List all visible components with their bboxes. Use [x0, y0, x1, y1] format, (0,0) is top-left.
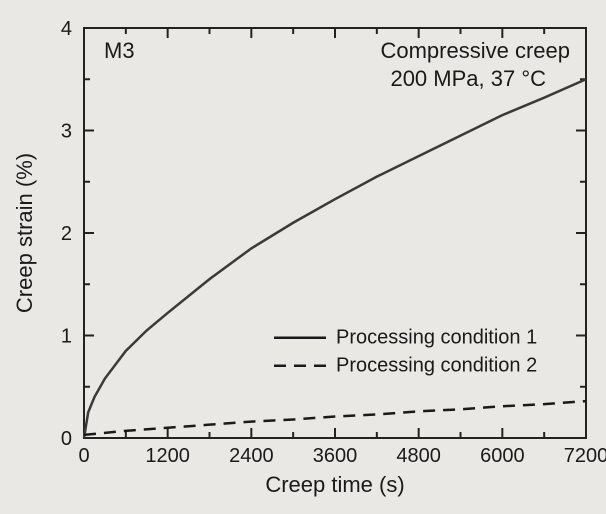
- legend-label: Processing condition 1: [336, 327, 537, 349]
- x-axis-title: Creep time (s): [265, 472, 404, 497]
- y-tick-label: 1: [61, 326, 72, 348]
- series-1: [84, 79, 586, 438]
- x-tick-label: 7200: [564, 445, 606, 467]
- x-tick-label: 4800: [396, 445, 441, 467]
- creep-chart: 0 1200 2400 3600 4800 6000 7200 0 1 2 3 4 Creep time…: [0, 0, 606, 514]
- y-tick-label: 4: [61, 18, 72, 40]
- x-tick-label: 3600: [313, 445, 358, 467]
- x-tick-label: 6000: [480, 445, 525, 467]
- condition-title-line1: Compressive creep: [380, 38, 570, 63]
- legend-label: Processing condition 2: [336, 355, 537, 377]
- y-axis-title: Creep strain (%): [12, 153, 37, 313]
- x-tick-label: 2400: [229, 445, 274, 467]
- sample-label: M3: [104, 38, 135, 63]
- y-tick-label: 2: [61, 223, 72, 245]
- condition-title-line2: 200 MPa, 37 °C: [390, 66, 546, 91]
- y-tick-label: 0: [61, 428, 72, 450]
- y-tick-label: 3: [61, 121, 72, 143]
- chart-svg: 0 1200 2400 3600 4800 6000 7200 0 1 2 3 4 Creep time…: [0, 0, 606, 514]
- x-tick-label: 1200: [145, 445, 190, 467]
- x-tick-label: 0: [78, 445, 89, 467]
